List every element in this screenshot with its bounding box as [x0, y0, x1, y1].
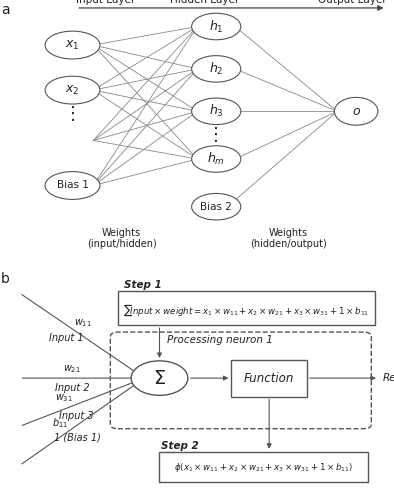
- Ellipse shape: [335, 98, 378, 125]
- FancyBboxPatch shape: [231, 360, 307, 397]
- Text: Bias 2: Bias 2: [200, 202, 232, 211]
- Text: Input 3: Input 3: [59, 410, 93, 420]
- Text: Processing neuron 1: Processing neuron 1: [167, 335, 273, 345]
- Text: $h_m$: $h_m$: [207, 151, 225, 167]
- Text: $o$: $o$: [351, 105, 361, 118]
- Text: $h_3$: $h_3$: [209, 104, 224, 120]
- Text: Weights
(input/hidden): Weights (input/hidden): [87, 228, 156, 249]
- Text: Input 2: Input 2: [55, 384, 89, 394]
- Text: $w_{31}$: $w_{31}$: [55, 392, 73, 404]
- Text: Input Layer: Input Layer: [76, 0, 136, 6]
- Text: $x_2$: $x_2$: [65, 84, 80, 96]
- FancyBboxPatch shape: [160, 452, 368, 482]
- Text: $x_1$: $x_1$: [65, 38, 80, 52]
- Ellipse shape: [45, 31, 100, 59]
- Text: Step 2: Step 2: [162, 441, 199, 451]
- Text: Hidden Layer: Hidden Layer: [170, 0, 240, 6]
- Ellipse shape: [45, 172, 100, 200]
- Text: $h_1$: $h_1$: [209, 18, 223, 34]
- Ellipse shape: [191, 56, 241, 82]
- Text: Result: Result: [383, 373, 394, 383]
- Text: $\phi(x_1 \times w_{11} + x_2 \times w_{21} + x_3 \times w_{31} + 1 \times b_{11: $\phi(x_1 \times w_{11} + x_2 \times w_{…: [174, 462, 353, 474]
- Text: ⋮: ⋮: [63, 105, 82, 123]
- Text: $b_{11}$: $b_{11}$: [52, 416, 69, 430]
- Text: Weights
(hidden/output): Weights (hidden/output): [250, 228, 327, 249]
- Text: $\sum\!\mathit{Input} \times \mathit{weight} = x_1 \times w_{11} + x_2 \times w_: $\sum\!\mathit{Input} \times \mathit{wei…: [123, 302, 370, 318]
- Text: Function: Function: [244, 372, 294, 384]
- Circle shape: [131, 361, 188, 396]
- Text: 1 (Bias 1): 1 (Bias 1): [54, 432, 101, 442]
- Text: a: a: [1, 2, 9, 16]
- Ellipse shape: [191, 146, 241, 172]
- FancyBboxPatch shape: [118, 290, 375, 325]
- Text: $w_{21}$: $w_{21}$: [63, 363, 81, 375]
- Ellipse shape: [191, 194, 241, 220]
- Text: $\Sigma$: $\Sigma$: [153, 368, 166, 388]
- Ellipse shape: [191, 13, 241, 40]
- Text: $h_2$: $h_2$: [209, 61, 223, 77]
- Text: Output Layer: Output Layer: [318, 0, 387, 6]
- Text: ⋮: ⋮: [207, 126, 225, 144]
- Ellipse shape: [191, 98, 241, 124]
- Text: Input 1: Input 1: [49, 332, 84, 342]
- Text: b: b: [1, 272, 9, 286]
- Text: Bias 1: Bias 1: [57, 180, 88, 190]
- Text: $w_{11}$: $w_{11}$: [74, 316, 92, 328]
- Ellipse shape: [45, 76, 100, 104]
- Text: Step 1: Step 1: [124, 280, 161, 290]
